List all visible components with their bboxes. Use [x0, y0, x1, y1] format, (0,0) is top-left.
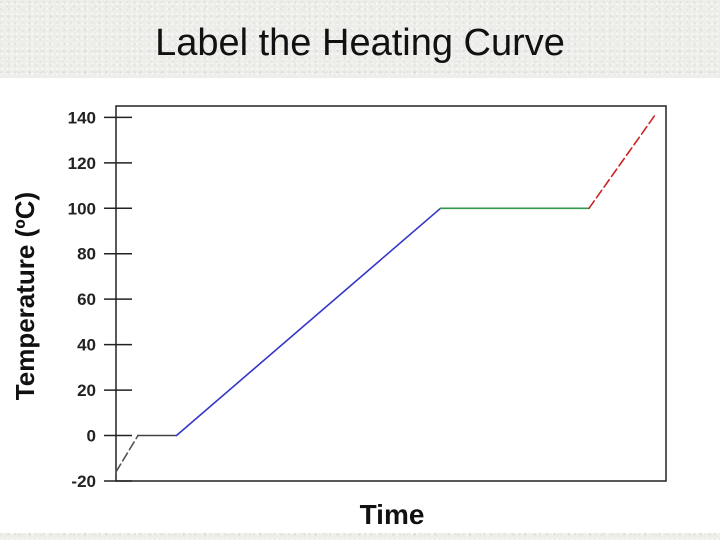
y-ticks-layer: -20 0 20 40 60 80 100 120 140 — [68, 108, 132, 491]
y-tick-label: 20 — [77, 381, 96, 400]
heating-curve-chart: -20 0 20 40 60 80 100 120 140 Temperature (ºC) T… — [10, 105, 667, 530]
heating-curve-segment — [175, 207, 442, 437]
axes-layer — [115, 105, 667, 482]
y-tick-label: 140 — [68, 108, 96, 127]
x-axis-label: Time — [360, 499, 425, 530]
y-axis-label: Temperature (ºC) — [10, 192, 40, 400]
y-tick-label: 120 — [68, 154, 96, 173]
slide-title: Label the Heating Curve — [155, 22, 565, 64]
y-tick-label: 100 — [68, 199, 96, 218]
y-tick-label: 40 — [77, 336, 96, 355]
y-tick-label: -20 — [71, 472, 96, 491]
series-layer — [115, 114, 656, 473]
labels-layer: Temperature (ºC) Time — [10, 192, 424, 530]
y-tick-label: 60 — [77, 290, 96, 309]
heating-curve-segment — [588, 114, 656, 210]
heating-curve-segment — [115, 434, 139, 473]
chart-panel: -20 0 20 40 60 80 100 120 140 Temperature (ºC) T… — [0, 78, 720, 533]
y-tick-label: 80 — [77, 245, 96, 264]
plot-frame — [115, 105, 667, 482]
y-tick-label: 0 — [87, 427, 96, 446]
